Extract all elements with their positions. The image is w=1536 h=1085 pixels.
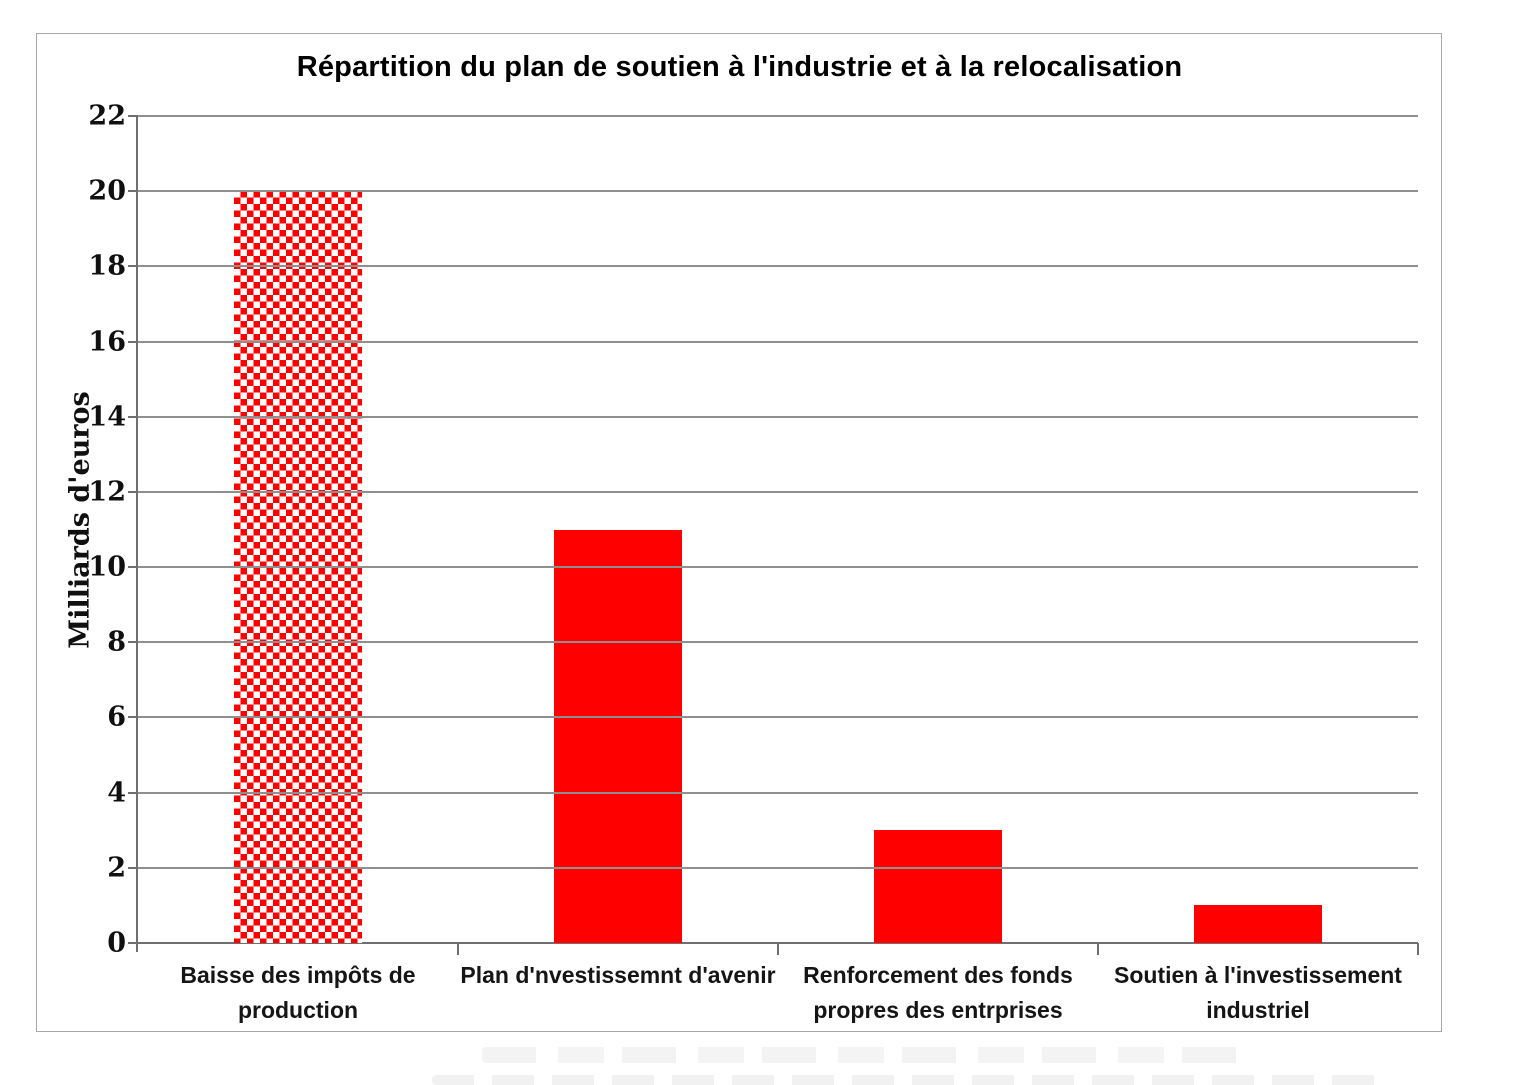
y-tick-label: 22 [88, 100, 126, 132]
gridline [138, 866, 1418, 869]
ghost-text-line [482, 1047, 1248, 1063]
y-tick-label: 16 [88, 326, 126, 358]
gridline [138, 190, 1418, 193]
gridline [138, 265, 1418, 268]
ghost-text-line [432, 1075, 1390, 1085]
y-axis-tick [128, 716, 138, 719]
gridline [138, 791, 1418, 794]
gridline [138, 340, 1418, 343]
gridline [138, 115, 1418, 117]
y-tick-label: 20 [88, 175, 126, 207]
y-tick-label: 10 [88, 551, 126, 583]
y-axis-tick [128, 791, 138, 794]
y-axis-tick [128, 340, 138, 343]
gridline [138, 641, 1418, 644]
x-axis-tick [457, 943, 459, 955]
y-tick-label: 8 [107, 626, 126, 658]
y-axis-tick [128, 942, 138, 944]
y-tick-label: 4 [107, 777, 126, 809]
category-label-renforcement-fonds: Renforcement des fonds propres des entrp… [803, 962, 1073, 1023]
y-axis-tick [128, 265, 138, 268]
bar-plan-investissement-avenir [554, 529, 682, 943]
x-axis-tick [1097, 943, 1099, 955]
y-tick-label: 14 [88, 401, 126, 433]
x-axis-tick [777, 943, 779, 955]
y-tick-label: 0 [107, 927, 126, 959]
category-label-plan-investissement: Plan d'nvestissemnt d'avenir [460, 962, 776, 988]
x-axis-tick [1417, 943, 1419, 955]
y-tick-label: 2 [107, 852, 126, 884]
plot-area [128, 115, 1419, 955]
gridline [138, 566, 1418, 569]
y-axis-tick [128, 866, 138, 869]
category-label-soutien-investissement: Soutien à l'investissement industriel [1114, 962, 1402, 1023]
chart-title: Répartition du plan de soutien à l'indus… [296, 51, 1183, 83]
gridline [138, 415, 1418, 418]
gridline [138, 716, 1418, 719]
y-tick-label: 18 [88, 250, 126, 282]
y-axis-tick [128, 115, 138, 117]
y-axis-tick [128, 190, 138, 193]
y-axis-tick [128, 566, 138, 569]
gridline [138, 490, 1418, 493]
y-tick-label: 12 [88, 476, 126, 508]
bar-soutien-investissement-industriel [1194, 905, 1322, 943]
y-axis-tick [128, 415, 138, 418]
y-axis-tick [128, 490, 138, 493]
y-tick-label: 6 [107, 701, 126, 733]
bar-renforcement-fonds-propres [874, 830, 1002, 943]
category-label-baisse-impots: Baisse des impôts de production [180, 962, 416, 1023]
y-axis-tick [128, 641, 138, 644]
y-axis-line [136, 116, 138, 952]
